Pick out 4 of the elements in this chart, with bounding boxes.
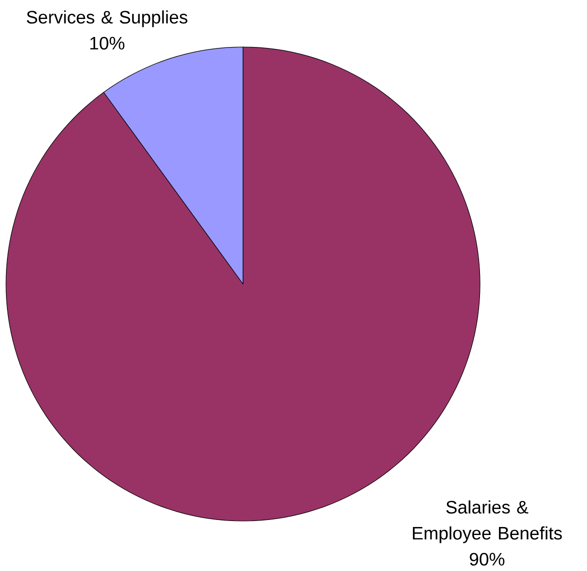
slice-label: Salaries & Employee Benefits <box>412 500 562 544</box>
slice-label: Services & Supplies <box>26 10 188 28</box>
data-label: 10% <box>90 36 124 50</box>
data-label: 90% <box>470 552 504 566</box>
